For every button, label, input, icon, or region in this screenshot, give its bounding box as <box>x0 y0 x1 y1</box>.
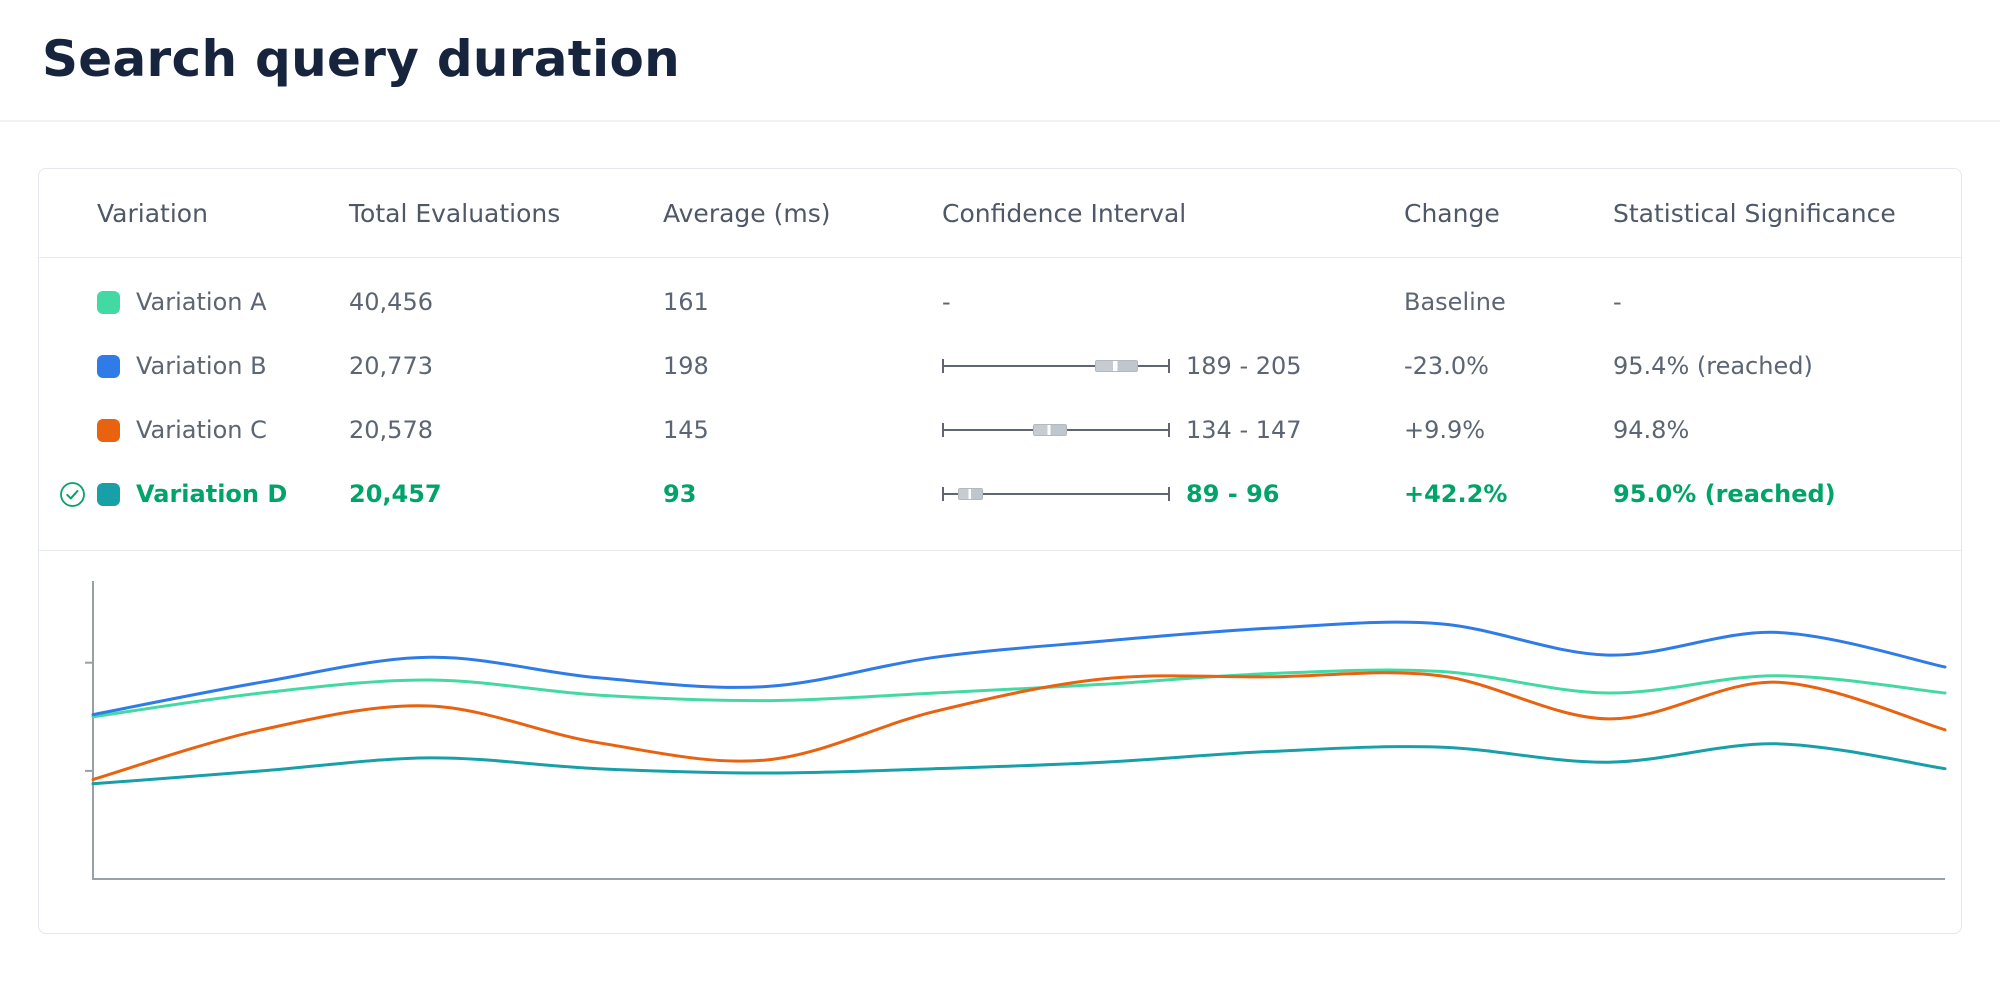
ci-range-box <box>957 488 984 500</box>
table-body: Variation A 40,456 161- Baseline - Variation … <box>39 258 1961 551</box>
column-header-average-ms: Average (ms) <box>663 198 831 228</box>
ci-right-cap <box>1168 487 1170 501</box>
statistical-significance-value: 95.4% (reached) <box>1613 352 1813 380</box>
ci-range-label: 89 - 96 <box>1186 480 1280 508</box>
statistical-significance-value: - <box>1613 288 1622 316</box>
column-header-total-evaluations: Total Evaluations <box>349 198 561 228</box>
total-evaluations-value: 20,578 <box>349 416 433 444</box>
series-line-variation-a <box>91 668 1947 719</box>
average-ms-value: 161 <box>663 288 709 316</box>
ci-range-label: 134 - 147 <box>1186 416 1302 444</box>
variation-name-cell: Variation B <box>97 352 349 380</box>
table-row-variation-b[interactable]: Variation B 20,773 198 189 - 205 -23.0% 95.4%… <box>39 334 1961 398</box>
chart-area <box>39 551 1961 933</box>
ci-whisker <box>942 420 1170 440</box>
total-evaluations-value: 20,773 <box>349 352 433 380</box>
table-row-variation-a[interactable]: Variation A 40,456 161 - Baseline - <box>39 270 1961 334</box>
average-ms-value: 198 <box>663 352 709 380</box>
change-value: -23.0% <box>1404 352 1489 380</box>
series-line-variation-d <box>91 742 1947 786</box>
column-header-statistical-significance: Statistical Significance <box>1613 198 1896 228</box>
confidence-interval-cell: 89 - 96 <box>942 480 1404 508</box>
statistical-significance-value: 94.8% <box>1613 416 1690 444</box>
change-value: Baseline <box>1404 288 1506 316</box>
variation-name-cell: Variation C <box>97 416 349 444</box>
series-line-variation-b <box>91 620 1947 717</box>
statistical-significance-value: 95.0% (reached) <box>1613 480 1836 508</box>
ci-whisker <box>942 484 1170 504</box>
variation-name: Variation A <box>136 288 267 316</box>
ci-range-label: - <box>942 288 951 316</box>
variation-color-swatch <box>97 482 120 506</box>
winner-check-cell <box>59 481 97 508</box>
average-ms-value: 145 <box>663 416 709 444</box>
total-evaluations-value: 20,457 <box>349 480 442 508</box>
page: Search query duration Variation Total Eva… <box>0 0 2000 934</box>
duration-line-chart <box>85 581 1947 880</box>
variation-name: Variation C <box>136 416 267 444</box>
ci-right-cap <box>1168 359 1170 373</box>
total-evaluations-value: 40,456 <box>349 288 433 316</box>
ci-whisker-line <box>942 365 1170 367</box>
chart-axes <box>92 581 1945 880</box>
variation-color-swatch <box>97 354 120 378</box>
variation-color-swatch <box>97 290 120 314</box>
average-ms-value: 93 <box>663 480 697 508</box>
variation-name-cell: Variation D <box>97 480 349 508</box>
ci-right-cap <box>1168 423 1170 437</box>
change-value: +9.9% <box>1404 416 1486 444</box>
confidence-interval-cell: - <box>942 288 1404 316</box>
table-header-row: Variation Total Evaluations Average (ms) Co… <box>39 169 1961 258</box>
ci-range-box <box>1033 424 1068 436</box>
column-header-confidence-interval: Confidence Interval <box>942 198 1187 228</box>
check-circle-icon <box>60 481 85 507</box>
table-row-variation-c[interactable]: Variation C 20,578 145 134 - 147 +9.9% 94.8% <box>39 398 1961 462</box>
variation-color-swatch <box>97 418 120 442</box>
experiment-results-card: Variation Total Evaluations Average (ms) Co… <box>38 168 1962 934</box>
confidence-interval-cell: 189 - 205 <box>942 352 1404 380</box>
column-header-change: Change <box>1404 198 1500 228</box>
ci-left-cap <box>942 487 944 501</box>
variation-name: Variation B <box>136 352 267 380</box>
column-header-variation: Variation <box>97 198 208 228</box>
confidence-interval-cell: 134 - 147 <box>942 416 1404 444</box>
page-title: Search query duration <box>42 30 680 88</box>
table-row-variation-d[interactable]: Variation D 20,457 93 89 - 96 +42.2% 95.0% (r… <box>39 462 1961 526</box>
ci-range-box <box>1094 360 1139 372</box>
series-line-variation-c <box>91 671 1947 781</box>
variation-name: Variation D <box>136 480 288 508</box>
ci-whisker <box>942 356 1170 376</box>
ci-left-cap <box>942 423 944 437</box>
ci-range-label: 189 - 205 <box>1186 352 1302 380</box>
page-header: Search query duration <box>0 0 2000 122</box>
change-value: +42.2% <box>1404 480 1508 508</box>
ci-left-cap <box>942 359 944 373</box>
variation-name-cell: Variation A <box>97 288 349 316</box>
ci-whisker-line <box>942 493 1170 495</box>
